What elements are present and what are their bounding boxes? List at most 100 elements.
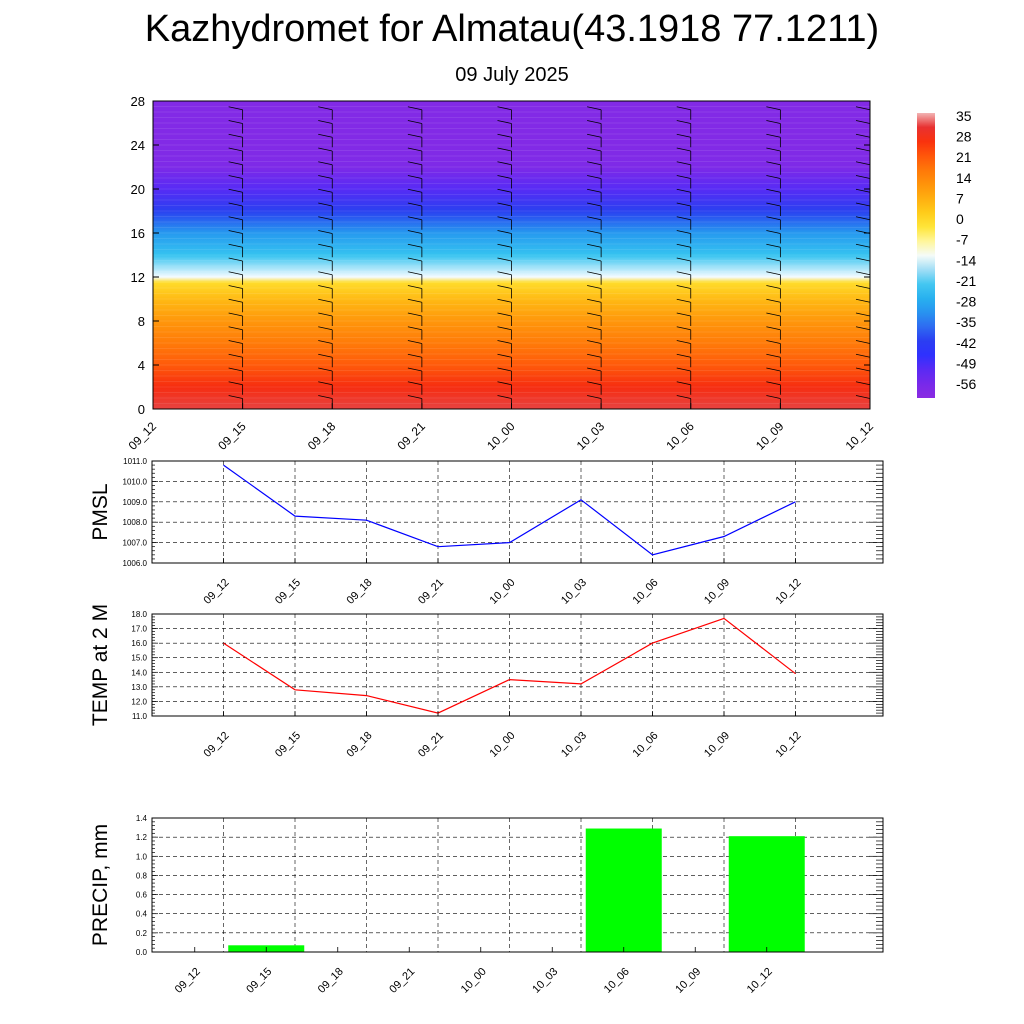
wind-barb-flag bbox=[766, 271, 781, 276]
xtick-label: 10_09 bbox=[702, 730, 732, 760]
wind-barb-flag bbox=[497, 175, 512, 179]
wind-barb-flag bbox=[407, 271, 422, 276]
wind-barb-flag bbox=[766, 340, 781, 344]
wind-barb-flag bbox=[587, 298, 602, 303]
wind-barb-flag bbox=[407, 202, 422, 207]
wind-barb-flag bbox=[587, 175, 602, 179]
wind-barb-flag bbox=[676, 188, 691, 193]
wind-barb-flag bbox=[855, 175, 871, 179]
ytick-label: 1.4 bbox=[136, 814, 148, 823]
ylabel: TEMP at 2 M bbox=[89, 604, 112, 726]
wind-barb-flag bbox=[497, 381, 512, 386]
wind-barb-flag bbox=[855, 106, 871, 111]
wind-barb-flag bbox=[676, 161, 691, 166]
wind-barb-flag bbox=[228, 340, 243, 344]
colorbar-label: 7 bbox=[956, 190, 964, 206]
wind-barb-flag bbox=[766, 147, 781, 152]
wind-barb-flag bbox=[676, 216, 691, 221]
colorbar-label: 35 bbox=[956, 108, 972, 124]
wind-barb-flag bbox=[676, 175, 691, 179]
wind-barb-flag bbox=[855, 353, 871, 358]
wind-barb-flag bbox=[676, 340, 691, 344]
wind-barb-flag bbox=[407, 161, 422, 166]
wind-barb-flag bbox=[676, 367, 691, 372]
wind-barb-flag bbox=[318, 326, 333, 331]
wind-barb-flag bbox=[676, 147, 691, 152]
wind-barb-flag bbox=[228, 367, 243, 372]
wind-barb-flag bbox=[228, 175, 243, 179]
wind-barb-flag bbox=[766, 367, 781, 372]
wind-barb-flag bbox=[228, 188, 243, 193]
wind-barb-flag bbox=[766, 243, 781, 248]
xtick-label: 09_15 bbox=[273, 730, 303, 760]
xtick-label: 10_09 bbox=[673, 966, 703, 996]
wind-barb-flag bbox=[228, 216, 243, 221]
xtick-label: 10_03 bbox=[530, 966, 560, 996]
wind-barb-flag bbox=[855, 216, 871, 221]
heatmap-xtick-label: 10_06 bbox=[663, 419, 697, 453]
wind-barb-flag bbox=[855, 133, 871, 138]
heatmap-xtick-label: 10_09 bbox=[753, 419, 787, 453]
wind-barb-flag bbox=[676, 230, 691, 234]
wind-barb-flag bbox=[676, 202, 691, 207]
wind-barb-flag bbox=[407, 298, 422, 303]
wind-barb-flag bbox=[497, 230, 512, 234]
wind-barb-flag bbox=[855, 120, 871, 124]
colorbar-label: 0 bbox=[956, 211, 964, 227]
wind-barb-flag bbox=[855, 285, 871, 289]
wind-barb-flag bbox=[318, 243, 333, 248]
wind-barb-flag bbox=[407, 230, 422, 234]
heatmap-xtick-label: 10_00 bbox=[484, 419, 518, 453]
wind-barb-flag bbox=[228, 353, 243, 358]
wind-barb-flag bbox=[497, 120, 512, 124]
wind-barb-column bbox=[676, 106, 692, 409]
wind-barb-flag bbox=[407, 216, 422, 221]
wind-barb-flag bbox=[855, 257, 871, 262]
wind-barb-column bbox=[497, 106, 512, 409]
ytick-label: 1006.0 bbox=[123, 559, 148, 568]
wind-barb-flag bbox=[587, 188, 602, 193]
xtick-label: 10_03 bbox=[559, 730, 589, 760]
ytick-label: 1009.0 bbox=[123, 498, 148, 507]
colorbar-bar bbox=[917, 113, 935, 398]
ylabel: PRECIP, mm bbox=[89, 824, 112, 946]
xtick-label: 10_06 bbox=[631, 730, 661, 760]
wind-barb-flag bbox=[318, 340, 333, 344]
wind-barb-flag bbox=[407, 312, 422, 317]
heatmap-xtick-label: 10_12 bbox=[843, 419, 877, 453]
wind-barb-flag bbox=[676, 312, 691, 317]
wind-barb-flag bbox=[228, 243, 243, 248]
colorbar-label: -56 bbox=[956, 376, 976, 392]
wind-barb-flag bbox=[587, 147, 602, 152]
wind-barb-flag bbox=[228, 161, 243, 166]
wind-barb-flag bbox=[407, 381, 422, 386]
colorbar-label: -7 bbox=[956, 232, 969, 248]
xtick-label: 09_18 bbox=[316, 966, 346, 996]
wind-barb-flag bbox=[318, 175, 333, 179]
ytick-label: 0.8 bbox=[136, 871, 148, 880]
wind-barb-flag bbox=[318, 271, 333, 276]
wind-barb-flag bbox=[407, 106, 422, 111]
wind-barb-flag bbox=[855, 312, 871, 317]
wind-barb-flag bbox=[587, 202, 602, 207]
wind-barb-flag bbox=[676, 133, 691, 138]
heatmap-xtick-label: 09_12 bbox=[126, 419, 160, 453]
xtick-label: 10_03 bbox=[559, 577, 589, 607]
xtick-label: 09_12 bbox=[202, 730, 232, 760]
panel-frame bbox=[151, 817, 884, 953]
wind-barb-flag bbox=[318, 395, 333, 399]
wind-barb-flag bbox=[407, 395, 422, 399]
xtick-label: 09_21 bbox=[387, 966, 417, 996]
wind-barb-flag bbox=[587, 381, 602, 386]
wind-barb-flag bbox=[318, 188, 333, 193]
wind-barb-flag bbox=[228, 298, 243, 303]
wind-barb-flag bbox=[676, 381, 691, 386]
wind-barb-column bbox=[407, 106, 423, 409]
colorbar-label: -28 bbox=[956, 294, 976, 310]
wind-barb-flag bbox=[497, 271, 512, 276]
wind-barb-flag bbox=[318, 202, 333, 207]
wind-barb-flag bbox=[497, 188, 512, 193]
wind-barb-flag bbox=[497, 312, 512, 317]
wind-barb-flag bbox=[228, 120, 243, 124]
ytick-label: 1008.0 bbox=[123, 518, 148, 527]
